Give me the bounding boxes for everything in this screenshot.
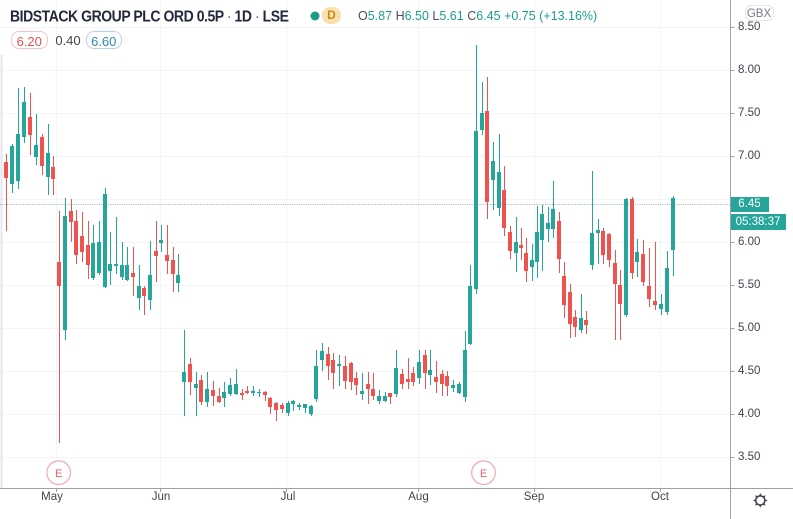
svg-text:E: E [55, 468, 62, 480]
svg-text:E: E [480, 468, 487, 480]
